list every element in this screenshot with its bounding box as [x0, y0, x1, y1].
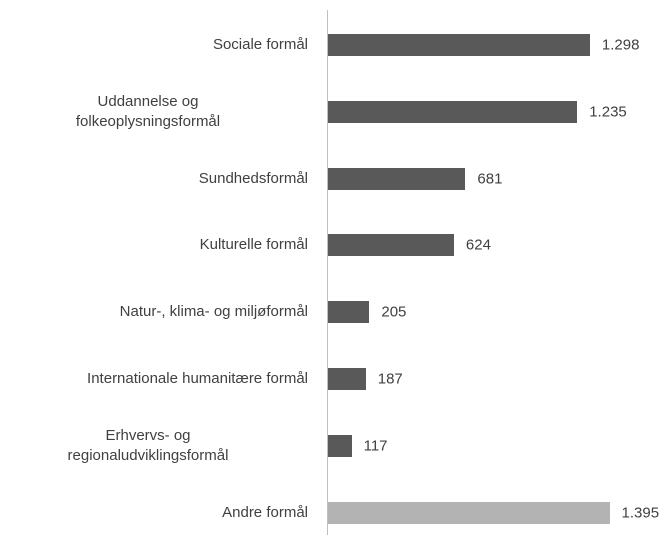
category-label: Kulturelle formål: [199, 236, 308, 254]
value-label: 117: [363, 437, 388, 455]
category-label: Erhvervs- og regionaludviklingsformål: [67, 426, 229, 464]
category-label: Uddannelse og folkeoplysningsformål: [75, 92, 221, 130]
value-label: 681: [477, 170, 503, 188]
bar: [328, 301, 370, 324]
value-label: 624: [465, 236, 491, 254]
category-label: Internationale humanitære formål: [87, 370, 308, 387]
category-label: Sociale formål: [212, 36, 308, 53]
bar: [328, 234, 454, 257]
category-label: Andre formål: [222, 503, 308, 521]
bar: [328, 501, 610, 524]
category-label: Sundhedsformål: [198, 169, 308, 187]
value-label: 205: [381, 303, 407, 321]
value-label: 1.235: [589, 103, 627, 121]
category-axis: [327, 10, 328, 535]
bar: [328, 100, 578, 123]
category-label: Natur-, klima- og miljøformål: [119, 303, 308, 321]
bar: [328, 34, 590, 56]
value-label: 1.298: [601, 36, 640, 54]
bar: [328, 167, 466, 190]
bar: [328, 434, 352, 457]
value-label: 187: [377, 370, 403, 388]
value-label: 1.395: [621, 504, 660, 522]
bar: [328, 368, 366, 390]
